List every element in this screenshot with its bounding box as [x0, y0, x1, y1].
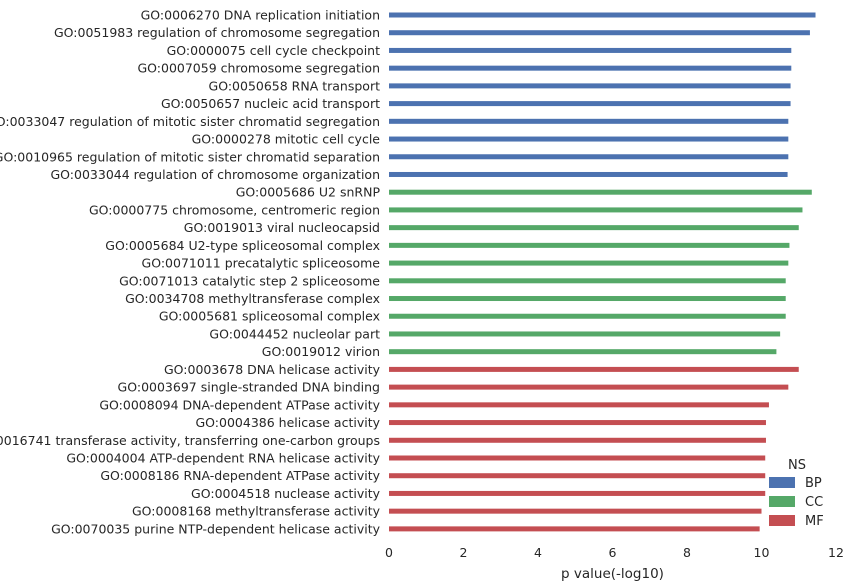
bar	[389, 490, 766, 496]
category-label: GO:0006270 DNA replication initiation	[141, 8, 380, 23]
bar	[389, 508, 762, 514]
category-label-group: GO:0006270 DNA replication initiation GO:…	[0, 8, 381, 537]
bar	[389, 278, 786, 284]
category-label: GO:0010965 regulation of mitotic sister …	[0, 149, 380, 164]
category-label: GO:0008094 DNA-dependent ATPase activity	[99, 397, 380, 412]
bar	[389, 101, 791, 107]
legend-swatch	[769, 496, 795, 507]
bar	[389, 384, 789, 390]
bar	[389, 260, 789, 266]
bar-group	[389, 12, 816, 532]
category-label: GO:0000775 chromosome, centromeric regio…	[89, 202, 380, 217]
bar	[389, 30, 810, 36]
bar	[389, 189, 812, 195]
category-label: GO:0000278 mitotic cell cycle	[192, 132, 381, 147]
bar	[389, 331, 781, 337]
bar	[389, 420, 766, 426]
category-label: GO:0071011 precatalytic spliceosome	[142, 256, 381, 271]
legend-swatch	[769, 477, 795, 488]
x-tick-label: 0	[385, 545, 393, 560]
category-label: GO:0004518 nuclease activity	[191, 486, 381, 501]
bar	[389, 455, 766, 461]
category-label: GO:0050657 nucleic acid transport	[161, 96, 380, 111]
bar	[389, 83, 791, 89]
legend: NS BP CC MF	[769, 458, 824, 529]
bar	[389, 65, 792, 71]
bar	[389, 12, 816, 18]
x-tick-label: 8	[683, 545, 691, 560]
x-tick-label: 10	[754, 545, 770, 560]
legend-label: BP	[805, 476, 822, 491]
bar	[389, 47, 792, 53]
category-label: GO:0033047 regulation of mitotic sister …	[0, 114, 380, 129]
x-tick-group: 0 2 4 6 8 10 12	[385, 545, 844, 560]
bar	[389, 242, 790, 248]
category-label: GO:0007059 chromosome segregation	[137, 61, 380, 76]
legend-label: CC	[805, 495, 823, 510]
x-tick-label: 2	[460, 545, 468, 560]
category-label: GO:0016741 transferase activity, transfe…	[0, 433, 380, 448]
x-tick-label: 12	[828, 545, 844, 560]
bar	[389, 402, 769, 408]
category-label: GO:0071013 catalytic step 2 spliceosome	[119, 273, 380, 288]
x-tick-label: 6	[609, 545, 617, 560]
category-label: GO:0004004 ATP-dependent RNA helicase ac…	[66, 451, 380, 466]
bar	[389, 313, 786, 319]
category-label: GO:0044452 nucleolar part	[209, 326, 380, 341]
category-label: GO:0005686 U2 snRNP	[236, 185, 381, 200]
bar	[389, 171, 788, 177]
category-label: GO:0000075 cell cycle checkpoint	[167, 43, 380, 58]
category-label: GO:0003678 DNA helicase activity	[164, 362, 381, 377]
legend-label: MF	[805, 514, 824, 529]
x-tick-label: 4	[534, 545, 542, 560]
bar	[389, 437, 766, 443]
bar	[389, 207, 803, 213]
category-label: GO:0019012 virion	[262, 344, 380, 359]
bar	[389, 118, 789, 124]
category-label: GO:0070035 purine NTP-dependent helicase…	[51, 521, 381, 536]
category-label: GO:0050658 RNA transport	[209, 78, 381, 93]
category-label: GO:0051983 regulation of chromosome segr…	[54, 25, 380, 40]
bar	[389, 154, 789, 160]
legend-title: NS	[788, 458, 806, 473]
x-axis-title: p value(-log10)	[561, 566, 664, 582]
category-label: GO:0008168 methyltransferase activity	[132, 504, 381, 519]
bar	[389, 349, 777, 355]
category-label: GO:0004386 helicase activity	[195, 415, 380, 430]
category-label: GO:0005684 U2-type spliceosomal complex	[105, 238, 380, 253]
bar	[389, 136, 789, 142]
bar	[389, 366, 799, 372]
category-label: GO:0003697 single-stranded DNA binding	[118, 380, 380, 395]
category-label: GO:0008186 RNA-dependent ATPase activity	[100, 468, 380, 483]
bar	[389, 473, 766, 479]
bar	[389, 225, 799, 231]
category-label: GO:0019013 viral nucleocapsid	[184, 220, 380, 235]
legend-swatch	[769, 515, 795, 526]
bar	[389, 526, 760, 532]
bar	[389, 296, 786, 302]
category-label: GO:0034708 methyltransferase complex	[125, 291, 380, 306]
category-label: GO:0005681 spliceosomal complex	[159, 309, 380, 324]
category-label: GO:0033044 regulation of chromosome orga…	[51, 167, 381, 182]
